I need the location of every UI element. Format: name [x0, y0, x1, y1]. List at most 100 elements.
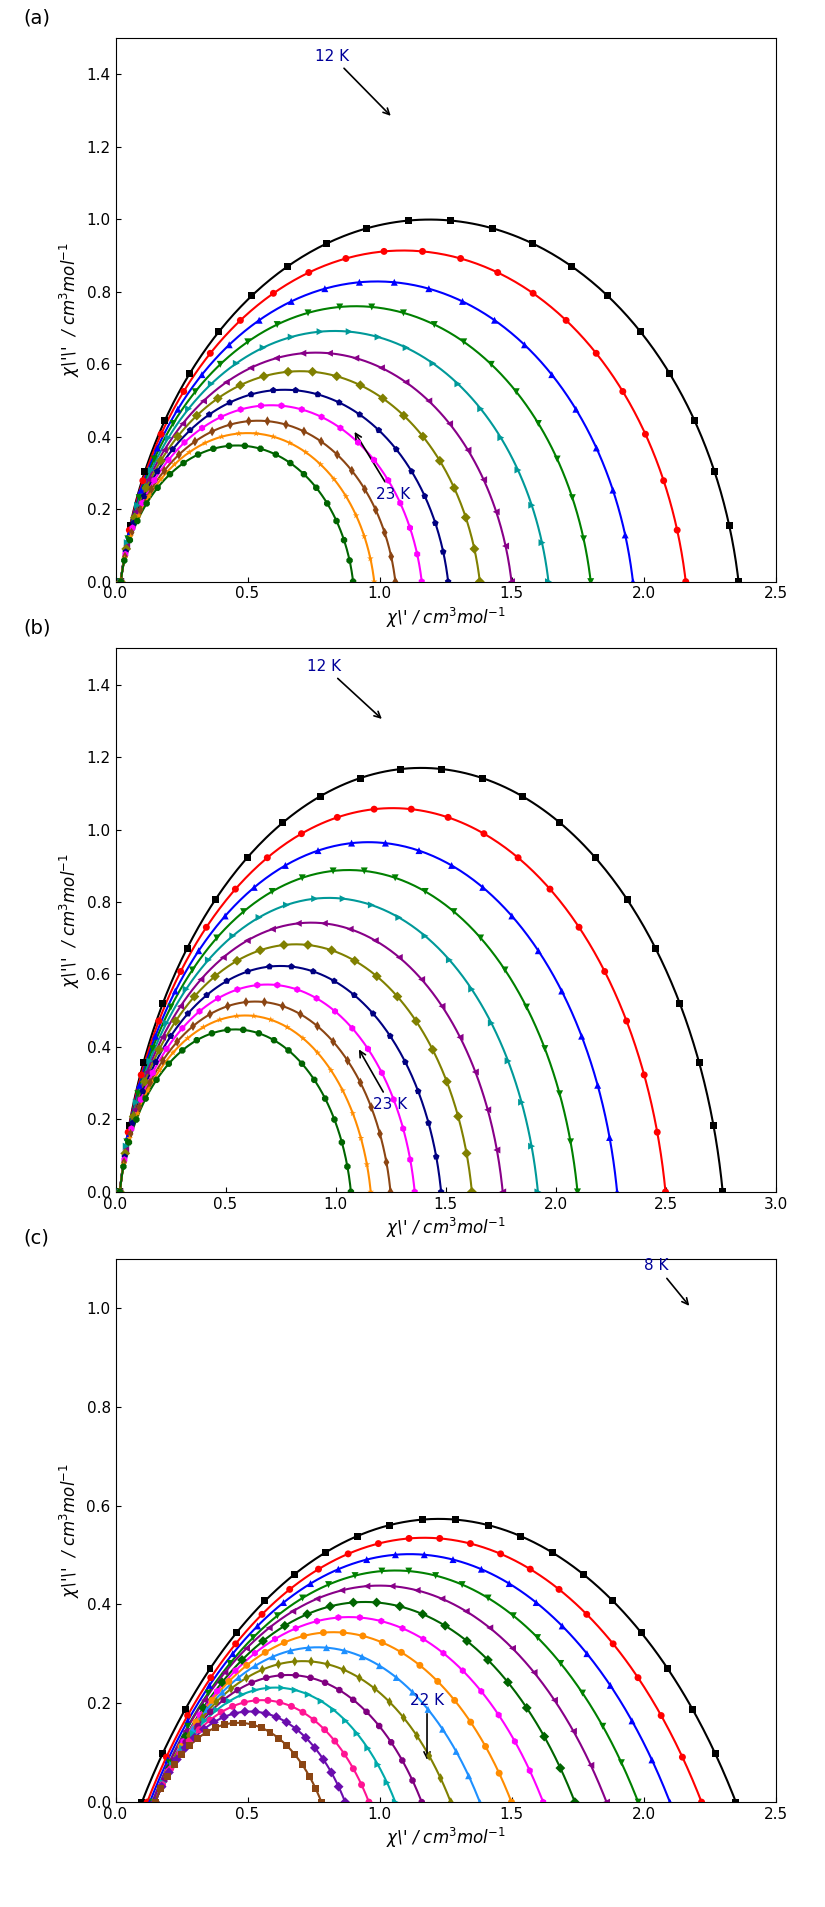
Point — [113, 1177, 126, 1207]
Point — [221, 992, 234, 1022]
Point — [227, 1709, 240, 1739]
Point — [505, 1787, 518, 1817]
Point — [154, 463, 167, 494]
Point — [474, 1787, 487, 1817]
Point — [296, 1022, 309, 1053]
Point — [170, 1745, 183, 1775]
Point — [365, 891, 378, 921]
Point — [436, 1638, 450, 1669]
Point — [154, 446, 167, 477]
Point — [113, 1177, 126, 1207]
Point — [447, 896, 460, 927]
Point — [197, 1714, 210, 1745]
Point — [387, 1085, 400, 1116]
Point — [389, 1663, 403, 1693]
Point — [279, 851, 292, 881]
Point — [439, 1611, 452, 1642]
Point — [224, 1648, 237, 1678]
Point — [337, 883, 350, 913]
Point — [164, 1753, 177, 1783]
Point — [378, 517, 391, 547]
Point — [183, 416, 196, 446]
Point — [157, 1768, 170, 1798]
Point — [158, 404, 172, 435]
Point — [688, 404, 701, 435]
Point — [496, 1177, 509, 1207]
Point — [490, 1135, 503, 1165]
Point — [198, 1686, 211, 1716]
Point — [151, 433, 164, 463]
Point — [554, 1648, 568, 1678]
Point — [215, 1667, 229, 1697]
Point — [113, 1177, 126, 1207]
Point — [131, 1079, 144, 1110]
Point — [191, 400, 204, 431]
Point — [451, 368, 464, 399]
Point — [318, 1714, 332, 1745]
Point — [346, 1098, 360, 1129]
Point — [411, 1575, 424, 1606]
Point — [148, 1787, 162, 1817]
Point — [276, 1672, 289, 1703]
Point — [272, 1724, 285, 1754]
Point — [181, 1701, 194, 1732]
Point — [278, 1611, 291, 1642]
Point — [224, 410, 237, 441]
Point — [164, 992, 177, 1022]
Point — [336, 1076, 349, 1106]
Point — [191, 1724, 205, 1754]
Point — [354, 1123, 367, 1154]
Point — [603, 1121, 616, 1152]
Point — [445, 851, 458, 881]
Point — [220, 965, 233, 995]
Point — [148, 1787, 162, 1817]
Point — [169, 1005, 182, 1036]
Point — [417, 421, 430, 452]
Point — [295, 1049, 309, 1079]
Point — [285, 1692, 298, 1722]
Point — [304, 1646, 318, 1676]
Point — [330, 505, 343, 536]
Point — [443, 408, 456, 439]
Point — [240, 1632, 253, 1663]
Point — [280, 410, 293, 441]
Point — [160, 1007, 173, 1037]
Point — [286, 1596, 299, 1627]
Point — [148, 1787, 162, 1817]
Point — [343, 545, 356, 576]
Point — [544, 873, 557, 904]
Point — [416, 1505, 429, 1535]
Point — [311, 379, 324, 410]
Point — [217, 1684, 230, 1714]
Point — [176, 408, 189, 439]
Point — [126, 513, 139, 543]
Point — [372, 1528, 385, 1558]
Point — [255, 1712, 268, 1743]
Point — [290, 1659, 303, 1690]
Point — [196, 359, 209, 389]
Point — [201, 1678, 214, 1709]
Point — [295, 862, 309, 892]
Text: 12 K: 12 K — [315, 48, 389, 114]
Point — [399, 332, 412, 362]
Point — [153, 1005, 166, 1036]
Point — [167, 1749, 181, 1779]
Point — [478, 818, 491, 849]
Point — [460, 1627, 474, 1657]
Point — [331, 803, 344, 833]
Point — [348, 1560, 361, 1590]
Point — [536, 1787, 549, 1817]
Point — [268, 1623, 281, 1653]
Text: (a): (a) — [23, 8, 50, 27]
Point — [448, 473, 461, 503]
Point — [174, 1732, 187, 1762]
Point — [241, 843, 254, 873]
Point — [151, 473, 164, 503]
Point — [615, 1747, 628, 1777]
Point — [174, 992, 187, 1022]
Text: (b): (b) — [23, 618, 50, 637]
Point — [176, 1013, 189, 1043]
Point — [679, 566, 692, 597]
Point — [335, 1127, 348, 1158]
Point — [590, 338, 603, 368]
